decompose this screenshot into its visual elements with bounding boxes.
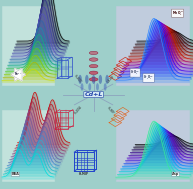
Ellipse shape <box>89 71 98 74</box>
Bar <box>2 6 54 85</box>
Ellipse shape <box>80 83 83 91</box>
Text: MnO$_4^-$: MnO$_4^-$ <box>172 9 183 17</box>
Ellipse shape <box>105 75 109 84</box>
Text: Asp: Asp <box>172 172 179 176</box>
Polygon shape <box>15 68 26 81</box>
Bar <box>116 110 189 181</box>
Text: H$_2$BDC: H$_2$BDC <box>71 72 84 85</box>
Text: H$_2$MIP: H$_2$MIP <box>104 104 116 117</box>
Ellipse shape <box>104 83 107 91</box>
Ellipse shape <box>88 83 91 91</box>
Ellipse shape <box>89 78 98 81</box>
Ellipse shape <box>78 75 82 84</box>
Text: 1,4-bib: 1,4-bib <box>107 74 115 83</box>
Text: Cd+L: Cd+L <box>84 92 103 97</box>
Bar <box>116 6 189 85</box>
Text: Cr$_2$O$_7^{2-}$: Cr$_2$O$_7^{2-}$ <box>143 74 154 82</box>
Text: BSA: BSA <box>12 172 19 176</box>
Polygon shape <box>11 68 22 81</box>
Ellipse shape <box>99 75 102 84</box>
Ellipse shape <box>89 64 98 68</box>
Ellipse shape <box>89 58 98 61</box>
Bar <box>2 110 54 181</box>
Text: CrO$_4^{2-}$: CrO$_4^{2-}$ <box>130 68 140 77</box>
Text: Fe$^{3+}$: Fe$^{3+}$ <box>14 71 23 78</box>
Ellipse shape <box>85 75 89 84</box>
Ellipse shape <box>89 51 98 55</box>
Text: H$_2$MIP: H$_2$MIP <box>78 171 90 178</box>
Ellipse shape <box>96 83 99 91</box>
Ellipse shape <box>92 75 95 84</box>
Text: H$_2$BDA: H$_2$BDA <box>72 104 85 117</box>
